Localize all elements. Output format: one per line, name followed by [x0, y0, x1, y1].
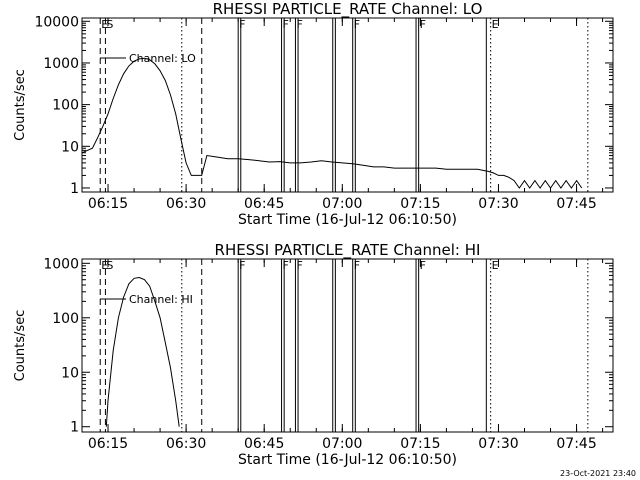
series-line [81, 57, 583, 189]
event-marker-label: F [239, 259, 245, 272]
event-marker-label: F [239, 18, 245, 31]
y-axis-label: Counts/sec [13, 310, 28, 382]
series-line [105, 276, 180, 427]
footer-timestamp: 23-Oct-2021 23:40 [560, 469, 636, 478]
event-marker-label: F [420, 18, 426, 31]
x-tick-label: 07:15 [400, 196, 440, 212]
y-axis-label: Counts/sec [13, 69, 28, 141]
x-axis-label: Start Time (16-Jul-12 06:10:50) [238, 212, 457, 228]
event-marker-label: E [492, 259, 499, 272]
x-tick-label: 07:30 [478, 436, 518, 452]
x-tick-label: 06:15 [88, 436, 128, 452]
x-tick-label: 06:45 [244, 196, 284, 212]
x-axis-label: Start Time (16-Jul-12 06:10:50) [238, 452, 457, 468]
y-tick-label: 10000 [34, 14, 79, 30]
y-tick-label: 1000 [43, 56, 79, 72]
chart-title: RHESSI PARTICLE_RATE Channel: HI [215, 241, 481, 260]
x-tick-label: 06:15 [88, 196, 128, 212]
x-tick-label: 07:15 [400, 436, 440, 452]
event-marker-label: F [420, 259, 426, 272]
y-tick-label: 1 [70, 181, 79, 197]
event-marker-label: F [296, 259, 302, 272]
legend-label: Channel: LO [129, 52, 196, 65]
y-tick-label: 100 [52, 98, 79, 114]
x-tick-label: 07:00 [322, 196, 362, 212]
x-tick-label: 07:00 [322, 436, 362, 452]
x-tick-label: 06:30 [166, 196, 206, 212]
y-tick-label: 100 [52, 311, 79, 327]
event-marker-label: E [101, 259, 108, 272]
x-tick-label: 06:45 [244, 436, 284, 452]
x-tick-label: 07:30 [478, 196, 518, 212]
event-marker-label: F [283, 259, 289, 272]
plot-frame [81, 258, 614, 433]
y-tick-label: 1000 [43, 256, 79, 272]
event-marker-label: F [296, 18, 302, 31]
x-tick-label: 07:45 [556, 436, 596, 452]
event-marker-label: E [492, 18, 499, 31]
chart-title: RHESSI PARTICLE_RATE Channel: LO [213, 0, 483, 19]
event-marker-label: F [283, 18, 289, 31]
y-tick-label: 1 [70, 420, 79, 436]
event-marker-label: F [354, 259, 360, 272]
legend-label: Channel: HI [129, 293, 193, 306]
event-marker-label: F [354, 18, 360, 31]
x-tick-label: 07:45 [556, 196, 596, 212]
event-marker-label: S [106, 259, 113, 272]
y-tick-label: 10 [61, 365, 79, 381]
event-marker-label: E [101, 18, 108, 31]
event-marker-label: S [106, 18, 113, 31]
x-tick-label: 06:30 [166, 436, 206, 452]
y-tick-label: 10 [61, 139, 79, 155]
